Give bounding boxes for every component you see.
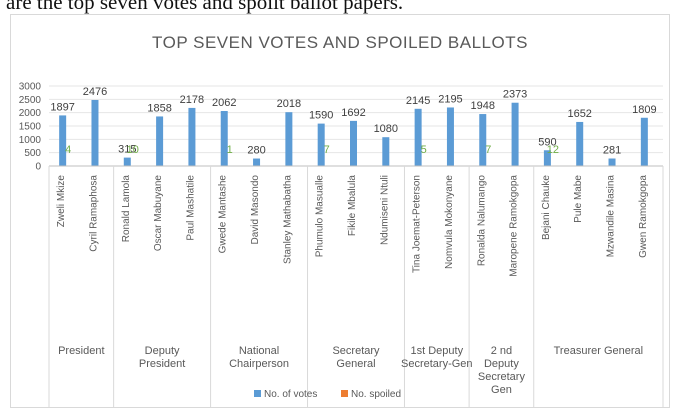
data-label-votes: 1948: [471, 100, 495, 112]
category-label: Maropene Ramokgopa: [509, 175, 520, 277]
legend-swatch-votes: [254, 390, 261, 397]
group-label: President: [58, 345, 104, 357]
bar-votes: [220, 111, 228, 166]
bar-chart: 0 500 1000 1500 2000 2500 3000 1897 4 Zweli Mkize…: [19, 82, 664, 407]
data-label-votes: 2018: [277, 98, 301, 110]
category-label: Gwede Mantashe: [218, 175, 229, 254]
category-label: Cyril Ramaphosa: [88, 175, 99, 252]
y-tick-label: 3000: [19, 82, 42, 93]
data-label-votes: 1858: [147, 102, 171, 114]
chart-area: TOP SEVEN VOTES AND SPOILED BALLOTS 0 500…: [10, 14, 670, 408]
data-label-votes: 315: [118, 144, 136, 156]
bar-votes: [414, 108, 422, 166]
bar-votes: [543, 150, 551, 166]
data-label-votes: 590: [538, 136, 556, 148]
bar-votes: [640, 117, 648, 166]
bar-votes: [511, 102, 519, 166]
group-label: National Chairperson: [229, 345, 289, 370]
group-label: Secretary General: [332, 345, 380, 370]
data-label-spoiled: 4: [65, 144, 71, 156]
category-label: Phumulo Masualle: [315, 175, 326, 258]
category-label: Mzwandile Masina: [606, 175, 617, 258]
data-label-votes: 2476: [83, 86, 107, 98]
category-label: Tina Joemat-Peterson: [412, 175, 423, 273]
bar-votes: [188, 107, 196, 166]
bar-votes: [253, 158, 261, 166]
category-label: Oscar Mabuyane: [153, 175, 164, 252]
data-label-votes: 1590: [309, 110, 333, 122]
data-label-votes: 2195: [438, 93, 462, 105]
data-label-spoiled: 1: [227, 144, 233, 156]
data-label-votes: 281: [603, 145, 621, 157]
bar-votes: [59, 115, 67, 166]
data-label-votes: 1652: [567, 108, 591, 120]
y-tick-label: 1500: [19, 122, 42, 133]
legend-swatch-spoiled: [341, 390, 348, 397]
bar-votes: [285, 112, 293, 166]
data-label-votes: 1809: [632, 104, 656, 116]
group-label: Treasurer General: [554, 345, 643, 357]
data-label-spoiled: 7: [324, 144, 330, 156]
data-label-votes: 2062: [212, 97, 236, 109]
data-label-votes: 280: [247, 145, 265, 157]
category-label: Bejani Chauke: [541, 175, 552, 240]
category-label: Fikile Mbalula: [347, 175, 358, 237]
bar-votes: [317, 123, 325, 166]
bar-votes: [91, 99, 99, 166]
data-label-votes: 2145: [406, 95, 430, 107]
category-label: Gwen Ramokgopa: [638, 175, 649, 258]
group-label: Deputy President: [139, 345, 185, 370]
bar-votes: [576, 121, 584, 166]
bar-votes: [479, 114, 487, 166]
chart-title: TOP SEVEN VOTES AND SPOILED BALLOTS: [152, 33, 528, 52]
legend-label-votes: No. of votes: [264, 389, 317, 400]
bar-votes: [123, 157, 131, 166]
data-label-votes: 1080: [374, 123, 398, 135]
data-label-spoiled: 10: [127, 144, 139, 156]
legend-label-spoiled: No. spoiled: [351, 389, 401, 400]
y-tick-label: 0: [35, 162, 41, 173]
y-tick-label: 2000: [19, 108, 42, 119]
y-tick-label: 500: [24, 148, 41, 159]
category-label: Ndumiseni Ntuli: [379, 175, 390, 245]
data-label-spoiled: 12: [547, 144, 559, 156]
bar-votes: [156, 116, 164, 166]
data-label-spoiled: 5: [421, 144, 427, 156]
y-tick-label: 1000: [19, 135, 42, 146]
caption-text: are the top seven votes and spoilt ballo…: [6, 0, 404, 14]
data-label-votes: 1897: [50, 101, 74, 113]
category-label: Stanley Mathabatha: [282, 175, 293, 264]
group-label: 1st Deputy Secretary-Gen: [401, 345, 473, 370]
category-label: Zweli Mkize: [56, 175, 67, 228]
data-label-votes: 1692: [341, 107, 365, 119]
bar-votes: [446, 107, 454, 166]
category-label: Ronalda Nalumango: [476, 175, 487, 267]
group-label: 2 nd Deputy Secretary Gen: [478, 345, 526, 396]
data-label-votes: 2178: [180, 94, 204, 106]
category-label: Ronald Lamola: [121, 175, 132, 243]
bar-votes: [350, 120, 357, 166]
category-label: Pule Mabe: [573, 175, 584, 223]
category-label: Paul Mashatile: [185, 175, 196, 241]
bar-votes: [608, 158, 616, 166]
y-tick-label: 2500: [19, 95, 42, 106]
category-label: David Masondo: [250, 175, 261, 245]
category-label: Nomvula Mokonyane: [444, 175, 455, 269]
data-label-spoiled: 7: [485, 144, 491, 156]
data-label-votes: 2373: [503, 89, 527, 101]
bar-votes: [382, 137, 390, 166]
